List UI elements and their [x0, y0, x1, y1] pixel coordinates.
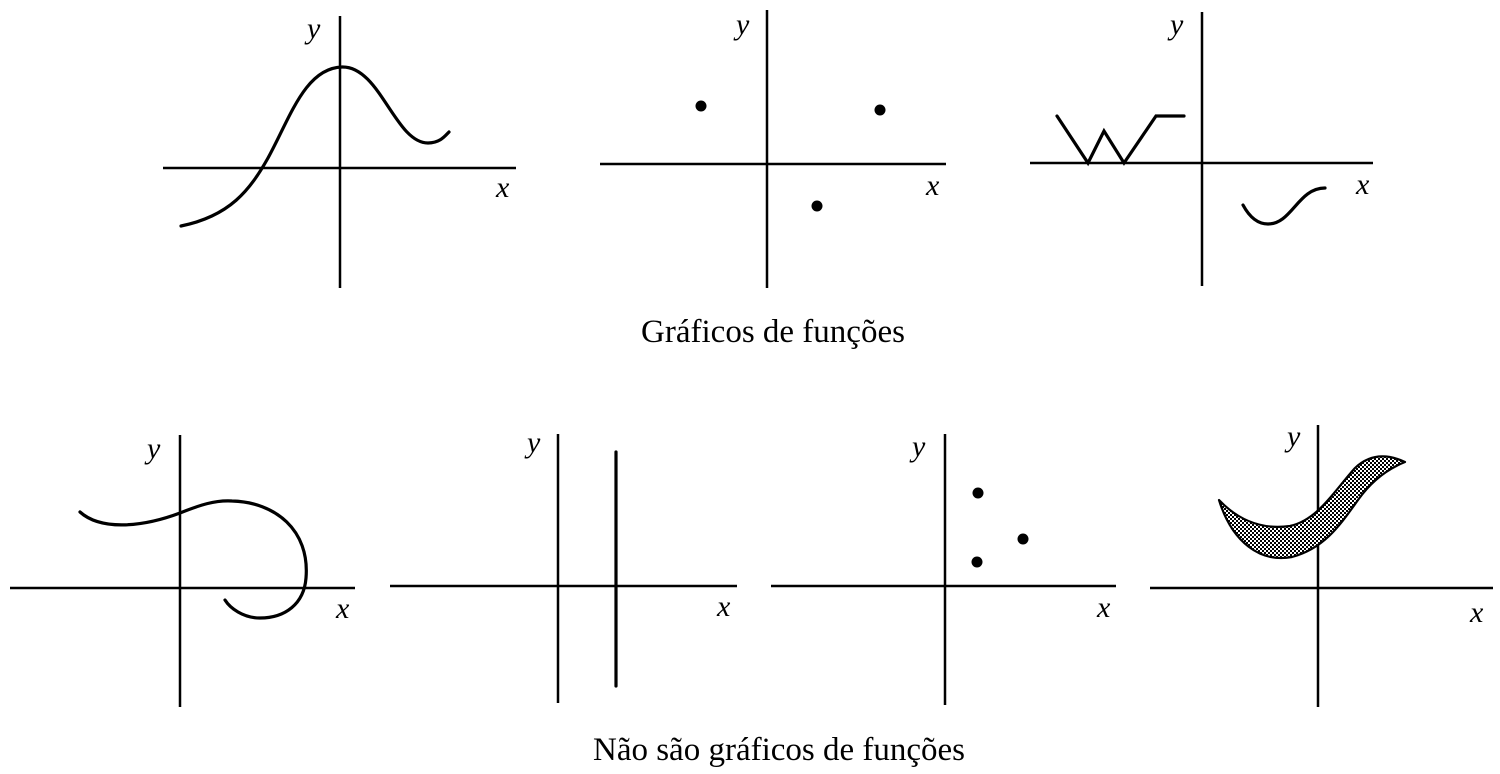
- panel-vertical-line: y x: [390, 426, 737, 703]
- wave-segment: [1241, 186, 1327, 226]
- caption-non-functions: Não são gráficos de funções: [593, 732, 965, 768]
- panel-zigzag-and-wave: y x: [1030, 8, 1373, 286]
- data-point: [695, 100, 707, 112]
- caption-functions: Gráficos de funções: [641, 314, 905, 350]
- zigzag-segment: [1055, 114, 1186, 167]
- data-point: [971, 556, 983, 568]
- y-axis-label: y: [733, 8, 750, 41]
- panel-looping-curve: y x: [10, 432, 355, 707]
- x-axis-label: x: [716, 590, 731, 623]
- data-point: [874, 104, 886, 116]
- data-point: [1017, 533, 1029, 545]
- shaded-region: [1217, 455, 1407, 560]
- y-axis-label: y: [1167, 8, 1184, 41]
- y-axis-label: y: [524, 426, 541, 459]
- data-point: [811, 200, 823, 212]
- y-axis-label: y: [909, 430, 926, 463]
- x-axis-label: x: [1469, 596, 1484, 629]
- y-axis-label: y: [304, 12, 321, 45]
- y-axis-label: y: [144, 432, 161, 465]
- data-point: [972, 487, 984, 499]
- looping-curve: [78, 499, 308, 620]
- panel-shaded-region: y x: [1150, 420, 1493, 707]
- panel-stacked-points: y x: [771, 430, 1116, 705]
- y-axis-label: y: [1284, 420, 1301, 453]
- x-axis-label: x: [925, 169, 940, 202]
- x-axis-label: x: [335, 592, 350, 625]
- x-axis-label: x: [1355, 168, 1370, 201]
- x-axis-label: x: [495, 171, 510, 204]
- x-axis-label: x: [1096, 591, 1111, 624]
- panel-scattered-points: y x: [600, 8, 946, 288]
- panel-smooth-curve: y x: [163, 12, 516, 288]
- function-curve: [179, 65, 451, 228]
